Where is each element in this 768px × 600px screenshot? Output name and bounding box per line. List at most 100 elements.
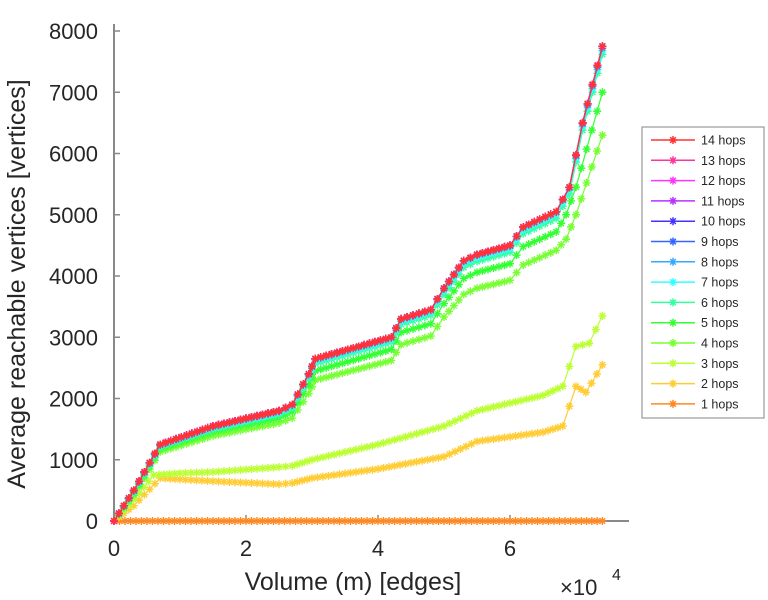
legend-label: 12 hops [701,174,745,188]
data-point [343,345,352,354]
data-point [543,426,552,435]
data-point [298,476,307,485]
data-point [456,414,465,423]
data-point [593,107,602,116]
series-7-hops [110,46,607,525]
data-point [407,517,415,525]
data-point [588,80,597,89]
data-point [370,360,379,369]
data-point [327,362,336,371]
y-tick-label: 0 [86,509,98,534]
data-point [293,390,302,399]
data-point [332,348,341,357]
data-point [311,354,320,363]
data-point [387,356,396,365]
data-point [401,459,410,468]
data-point [403,338,412,347]
data-point [533,428,542,437]
data-point [552,207,561,216]
data-point [198,435,207,444]
series-group [110,42,607,525]
data-point [429,517,437,525]
data-point [264,479,272,488]
data-point [484,247,492,256]
data-point [401,517,410,525]
data-point [517,517,525,525]
data-point [440,299,448,308]
y-tick-label: 2000 [49,387,98,412]
data-point [368,465,377,474]
data-point [396,460,404,469]
legend-marker-icon [669,339,677,347]
data-point [433,309,442,318]
data-point [225,477,234,486]
data-point [236,415,245,424]
data-point [524,220,533,229]
legend-marker-icon [669,278,677,287]
data-point [165,517,173,525]
data-point [517,431,525,440]
data-point [511,432,520,441]
data-point [327,371,336,380]
data-point [495,401,503,410]
data-point [500,261,509,270]
data-point [500,400,509,409]
data-point [140,490,149,499]
data-point [557,240,566,249]
data-point [489,402,498,411]
legend-marker-icon [669,379,677,388]
data-point [176,475,184,484]
data-point [176,517,184,525]
data-point [231,416,239,425]
data-point [592,370,601,378]
data-point [150,449,159,458]
data-point [214,477,223,486]
data-point [440,517,448,525]
data-point [214,467,223,476]
data-point [541,251,550,260]
data-point [354,342,363,351]
data-point [293,477,302,486]
data-point [423,455,432,464]
data-point [484,265,492,274]
data-point [535,235,544,244]
data-point [298,458,307,467]
data-point [539,428,547,437]
data-point [553,384,562,393]
data-point [403,326,412,335]
data-point [420,333,429,342]
data-point [303,475,312,484]
data-point [449,287,458,296]
data-point [161,438,170,447]
data-point [288,414,297,423]
data-point [293,460,302,469]
data-point [539,517,547,525]
data-point [506,259,514,268]
data-point [160,470,169,479]
data-point [319,472,327,481]
data-point [156,474,165,483]
data-point [368,517,377,525]
data-point [598,311,607,320]
data-point [572,151,580,160]
data-point [517,396,525,405]
data-point [539,391,547,400]
series-5-hops [110,88,607,525]
data-point [558,382,567,391]
data-point [209,517,217,525]
data-point [304,389,313,398]
data-point [135,496,144,505]
data-point [203,476,212,485]
data-point [397,314,406,323]
data-point [572,210,580,219]
data-point [434,517,443,525]
data-point [418,456,426,465]
data-point [454,280,463,289]
data-point [297,517,305,525]
data-point [426,305,435,314]
data-point [139,483,148,492]
data-point [110,517,118,525]
data-point [269,479,278,488]
data-point [302,517,311,525]
y-tick-label: 6000 [49,142,98,167]
